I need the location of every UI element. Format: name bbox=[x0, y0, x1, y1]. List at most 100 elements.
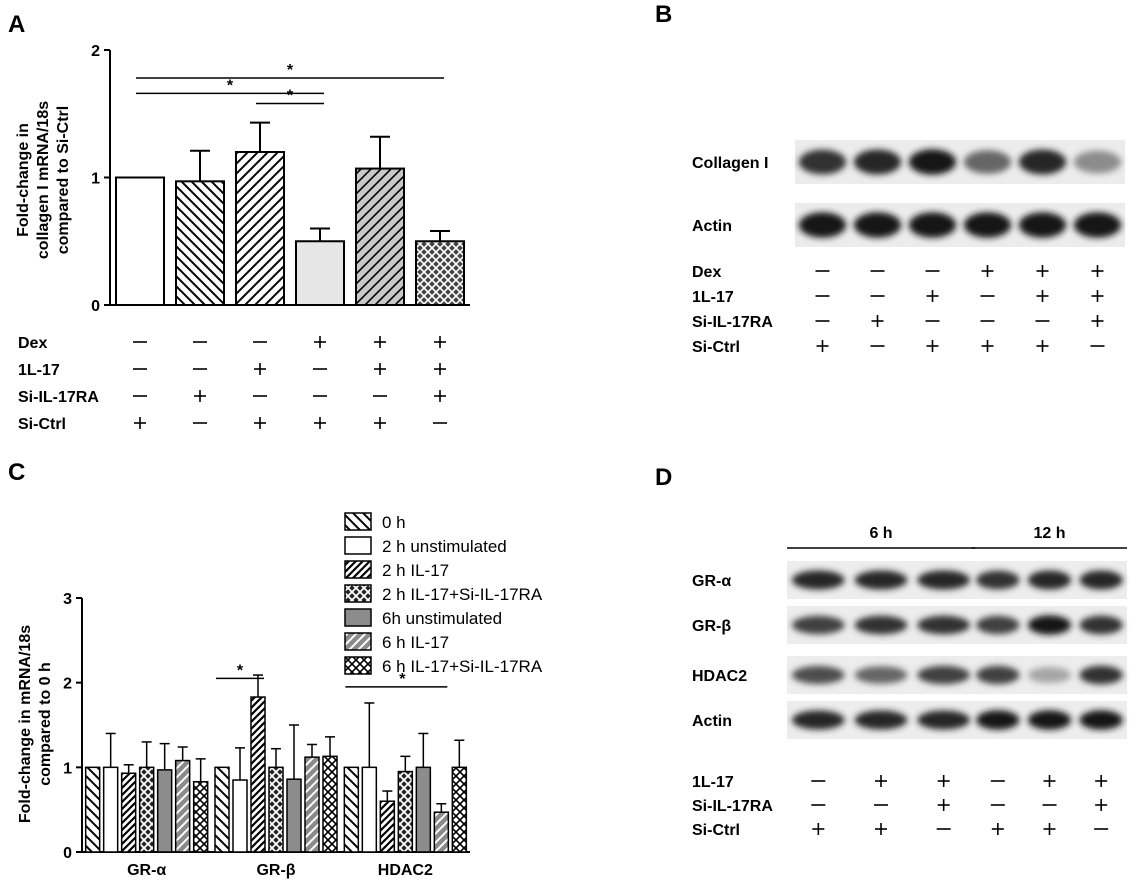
significance-star: * bbox=[287, 62, 294, 79]
legend-swatch bbox=[344, 608, 372, 627]
condition-label: Si-Ctrl bbox=[692, 339, 740, 356]
y-tick-label: 2 bbox=[63, 676, 72, 693]
condition-label: Si-IL-17RA bbox=[692, 798, 773, 815]
significance-markers: * * bbox=[216, 662, 448, 688]
legend-label: 2 h IL-17+Si-IL-17RA bbox=[382, 585, 543, 604]
blot-band bbox=[976, 615, 1020, 635]
significance-star: * bbox=[399, 671, 406, 688]
axes: 0 1 2 bbox=[91, 43, 470, 315]
blot-band bbox=[798, 212, 847, 238]
y-tick-label: 1 bbox=[63, 760, 72, 777]
y-axis-label: Fold-change in mRNA/18s compared to 0 h bbox=[17, 625, 54, 823]
bar bbox=[174, 759, 191, 853]
bars bbox=[115, 121, 465, 306]
x-tick-label: HDAC2 bbox=[378, 862, 433, 879]
blot-band bbox=[792, 570, 845, 590]
panel-c: C Fold-change in mRNA/18s compared to 0 h… bbox=[8, 459, 543, 879]
panel-letter-b: B bbox=[655, 1, 672, 28]
bar bbox=[120, 772, 137, 853]
legend-swatch bbox=[344, 536, 372, 555]
blot-band bbox=[917, 665, 970, 685]
panel-letter-d: D bbox=[655, 464, 672, 491]
blot-row-label: Actin bbox=[692, 713, 732, 730]
blot-band bbox=[1079, 615, 1123, 635]
bar bbox=[192, 780, 209, 853]
bar bbox=[115, 176, 165, 306]
blot-row-label: Collagen I bbox=[692, 155, 768, 172]
blot-band bbox=[854, 615, 908, 635]
x-tick-label: GR-β bbox=[256, 862, 295, 879]
legend: 0 h 2 h unstimulated 2 h IL-17 2 h IL-17+Si… bbox=[344, 512, 543, 676]
legend-label: 2 h IL-17 bbox=[382, 561, 449, 580]
bar bbox=[415, 766, 432, 853]
blot-band bbox=[854, 710, 908, 730]
blot-band bbox=[1018, 212, 1067, 238]
legend-label: 6 h IL-17 bbox=[382, 633, 449, 652]
condition-label: Dex bbox=[18, 335, 47, 352]
bar bbox=[415, 240, 465, 306]
western-blot: Collagen I Actin bbox=[692, 140, 1125, 247]
significance-star: * bbox=[237, 662, 244, 679]
panel-d: D 6 h 12 h GR-α GR-β HDAC2 Actin 1L-17 Si-IL-1… bbox=[655, 464, 1127, 839]
blot-band bbox=[963, 150, 1012, 174]
legend-label: 0 h bbox=[382, 513, 406, 532]
bar bbox=[138, 766, 155, 853]
bar bbox=[295, 240, 345, 306]
y-axis-label-text-line: collagen I mRNA/18s bbox=[35, 101, 52, 259]
blot-band bbox=[976, 665, 1020, 685]
blot-band bbox=[1079, 665, 1123, 685]
time-group-label: 12 h bbox=[1033, 525, 1065, 542]
condition-table: Dex 1L-17 Si-IL-17RA Si-Ctrl bbox=[692, 264, 1105, 356]
condition-label: Si-IL-17RA bbox=[18, 389, 99, 406]
significance-star: * bbox=[287, 88, 294, 105]
blot-row-label: Actin bbox=[692, 218, 732, 235]
western-blot: 6 h 12 h GR-α GR-β HDAC2 Actin bbox=[692, 525, 1127, 739]
blot-band bbox=[1073, 212, 1122, 238]
blot-row-label: HDAC2 bbox=[692, 668, 747, 685]
x-tick-label: GR-α bbox=[127, 862, 166, 879]
y-tick-label: 0 bbox=[91, 298, 100, 315]
bar bbox=[433, 811, 450, 853]
legend-swatch bbox=[344, 584, 372, 603]
panel-b: B Collagen I Actin Dex 1L-17 Si-IL-17RA Si-C… bbox=[655, 1, 1125, 356]
blot-band bbox=[1027, 710, 1072, 730]
bar bbox=[235, 151, 285, 306]
condition-label: 1L-17 bbox=[692, 774, 734, 791]
legend-label: 2 h unstimulated bbox=[382, 537, 507, 556]
blot-band bbox=[1027, 570, 1072, 590]
bars bbox=[84, 674, 468, 853]
time-group-label: 6 h bbox=[869, 525, 892, 542]
blot-band bbox=[908, 212, 957, 238]
blot-band bbox=[798, 149, 847, 175]
condition-label: Si-Ctrl bbox=[692, 822, 740, 839]
bar bbox=[379, 800, 396, 853]
y-tick-label: 1 bbox=[91, 171, 100, 188]
blot-band bbox=[917, 615, 970, 635]
blot-band bbox=[1073, 150, 1122, 174]
bar bbox=[232, 779, 248, 853]
legend-swatch bbox=[344, 512, 372, 531]
y-tick-label: 2 bbox=[91, 43, 100, 60]
blot-band bbox=[917, 710, 970, 730]
bar bbox=[156, 769, 173, 853]
blot-band bbox=[917, 570, 970, 590]
legend-swatch bbox=[344, 560, 372, 579]
y-axis-label-text: Fold-change in mRNA/18s compared to 0 h bbox=[17, 625, 54, 823]
panel-letter-a: A bbox=[8, 11, 25, 38]
blot-strip bbox=[795, 203, 1125, 247]
condition-label: Si-IL-17RA bbox=[692, 314, 773, 331]
blot-row-label: GR-α bbox=[692, 573, 731, 590]
blot-band bbox=[1079, 710, 1123, 730]
condition-table: Dex 1L-17 Si-IL-17RA Si-Ctrl bbox=[18, 335, 447, 433]
bar bbox=[397, 770, 414, 853]
significance-star: * bbox=[227, 77, 234, 94]
legend-swatch bbox=[344, 632, 372, 651]
bar bbox=[214, 766, 230, 853]
condition-label: Si-Ctrl bbox=[18, 416, 66, 433]
legend-label: 6 h IL-17+Si-IL-17RA bbox=[382, 657, 543, 676]
panel-a: A Fold-change in collagen I mRNA/18s compa… bbox=[8, 11, 470, 433]
bar bbox=[268, 766, 284, 853]
condition-table: 1L-17 Si-IL-17RA Si-Ctrl bbox=[692, 774, 1109, 839]
bar bbox=[84, 766, 101, 853]
blot-band bbox=[853, 149, 902, 175]
